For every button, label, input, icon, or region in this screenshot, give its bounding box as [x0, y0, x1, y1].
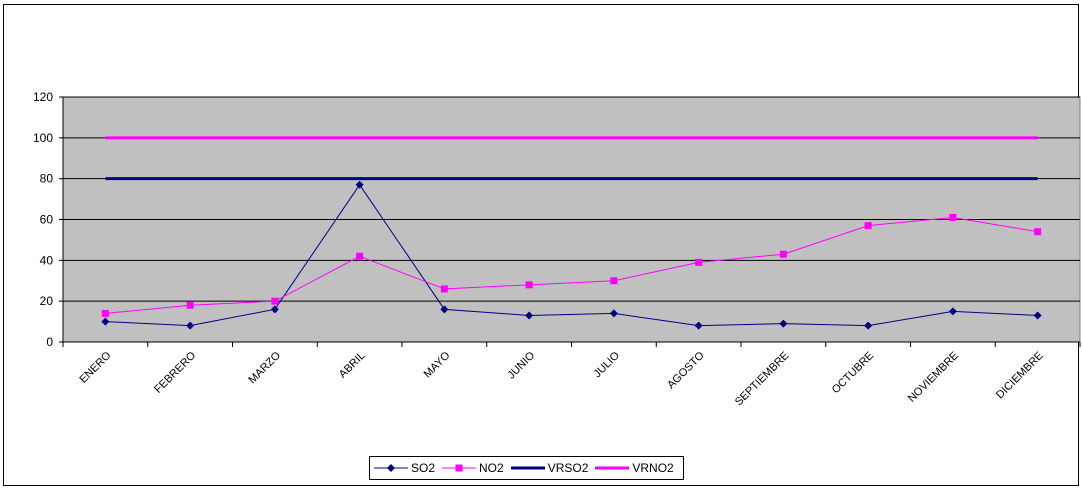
- x-tick-label: FEBRERO: [152, 349, 198, 395]
- data-point: [694, 321, 703, 330]
- legend-swatch: [510, 466, 545, 470]
- data-point: [779, 319, 788, 328]
- data-point: [271, 297, 279, 305]
- x-tick-label: MAYO: [422, 349, 453, 380]
- legend-item-no2: NO2: [442, 461, 504, 475]
- data-point: [1034, 228, 1042, 236]
- legend-item-so2: SO2: [374, 461, 435, 475]
- legend-swatch: [442, 464, 477, 472]
- x-tick-label: JULIO: [591, 349, 622, 380]
- legend-swatch-marker: [387, 464, 395, 472]
- legend-label: SO2: [411, 461, 436, 475]
- y-tick-label: 0: [46, 335, 53, 349]
- series-no2: [101, 213, 1042, 317]
- data-point: [864, 222, 872, 230]
- y-tick-label: 120: [33, 90, 53, 104]
- series-so2: [101, 180, 1042, 330]
- y-tick-label: 60: [40, 213, 54, 227]
- data-point: [101, 309, 109, 317]
- data-point: [948, 307, 957, 316]
- data-point: [609, 309, 618, 318]
- data-point: [186, 321, 195, 330]
- x-tick-label: ABRIL: [337, 350, 368, 381]
- series-line: [105, 216, 1038, 314]
- y-tick-label: 40: [40, 253, 54, 267]
- data-point: [440, 285, 448, 293]
- data-point: [525, 311, 534, 320]
- legend-label: VRSO2: [547, 461, 589, 475]
- data-point: [695, 258, 703, 266]
- data-point: [949, 213, 957, 221]
- legend-label: NO2: [479, 461, 504, 475]
- y-tick-label: 80: [40, 172, 54, 186]
- legend: SO2 NO2 VRSO2 VRNO2: [369, 456, 684, 480]
- data-point: [355, 180, 364, 189]
- data-point: [270, 305, 279, 314]
- data-point: [525, 281, 533, 289]
- x-tick-label: OCTUBRE: [830, 350, 877, 397]
- legend-swatch-marker: [455, 464, 463, 472]
- legend-item-vrno2: VRNO2: [595, 461, 674, 475]
- data-point: [440, 305, 449, 314]
- x-tick-label: DICIEMBRE: [994, 350, 1046, 402]
- data-point: [610, 277, 618, 285]
- legend-swatch: [374, 464, 408, 472]
- series-line: [105, 183, 1038, 327]
- x-tick-label: NOVIEMBRE: [906, 350, 961, 405]
- data-point: [356, 252, 364, 260]
- x-tick-label: SEPTIEMBRE: [733, 350, 792, 409]
- legend-label: VRNO2: [632, 461, 674, 475]
- data-point: [186, 301, 194, 309]
- x-tick-label: MARZO: [246, 349, 283, 386]
- y-tick-label: 100: [33, 131, 53, 145]
- data-point: [864, 321, 873, 330]
- legend-item-vrso2: VRSO2: [510, 461, 589, 475]
- legend-swatch: [595, 466, 630, 470]
- data-point: [779, 250, 787, 258]
- series-layer: [101, 136, 1042, 330]
- x-tick-label: JUNIO: [505, 349, 537, 381]
- x-tick-label: AGOSTO: [665, 349, 707, 391]
- data-point: [101, 317, 110, 326]
- y-tick-label: 20: [40, 294, 54, 308]
- x-tick-label: ENERO: [77, 349, 113, 385]
- data-point: [1033, 311, 1042, 320]
